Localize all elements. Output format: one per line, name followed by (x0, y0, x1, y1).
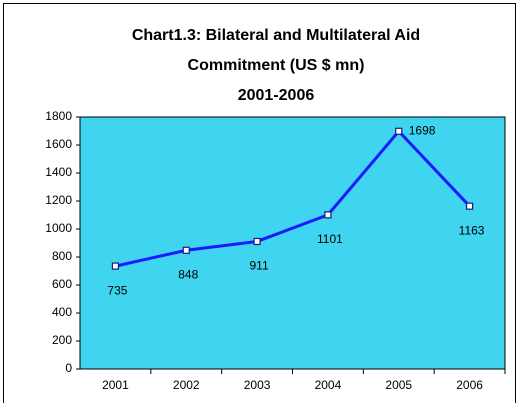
marker (253, 237, 261, 246)
marker (182, 246, 190, 254)
x-tick-label: 2002 (173, 378, 200, 392)
y-tick-label: 400 (52, 305, 72, 319)
line (115, 129, 471, 268)
x-tick-label: 2006 (456, 378, 483, 392)
marker (111, 262, 120, 270)
data-label: 848 (178, 267, 198, 281)
y-tick-label: 800 (52, 249, 72, 263)
y-tick-label: 0 (65, 361, 72, 375)
y-tick-label: 1600 (45, 137, 72, 151)
chart-title: Chart1.3: Bilateral and Multilateral Aid (132, 27, 420, 44)
y-tick-label: 1800 (45, 109, 72, 123)
x-tick-label: 2005 (385, 378, 412, 392)
data-label: 1101 (317, 232, 343, 246)
chart-title: Commitment (US $ mn) (188, 57, 365, 74)
data-label: 735 (107, 283, 127, 297)
data-label: 1698 (409, 123, 436, 137)
y-tick-label: 1000 (45, 221, 72, 235)
plot-area (79, 116, 506, 370)
x-tick-label: 2004 (315, 378, 342, 392)
marker (395, 127, 403, 135)
y-tick-label: 200 (52, 333, 72, 347)
y-tick-label: 600 (52, 277, 72, 291)
y-tick-label: 1200 (45, 193, 72, 207)
marker (324, 211, 332, 219)
chart-title: 2001-2006 (238, 87, 315, 104)
marker (465, 202, 474, 210)
x-tick-label: 2003 (244, 378, 271, 392)
data-label: 1163 (459, 223, 485, 237)
x-tick-label: 2001 (102, 378, 129, 392)
y-tick-label: 1400 (45, 165, 72, 179)
data-label: 911 (250, 259, 269, 273)
